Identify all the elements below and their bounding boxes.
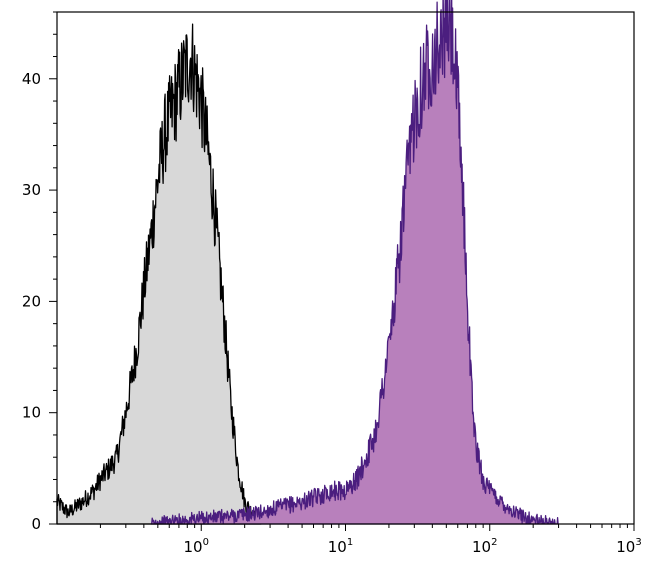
x-tick-label: 102 (472, 537, 497, 556)
y-axis: 0 10 20 30 40 (22, 11, 57, 533)
y-tick-label: 20 (22, 292, 41, 310)
y-tick-label: 40 (22, 70, 41, 88)
x-tick-label: 100 (184, 537, 209, 556)
y-tick-label: 30 (22, 181, 41, 199)
series-1-histogram (150, 0, 560, 525)
y-tick-label: 10 (22, 404, 41, 422)
x-tick-label: 103 (616, 537, 641, 556)
series-0-histogram (56, 23, 262, 525)
y-tick-label: 0 (31, 515, 41, 533)
x-axis: 100 101 102 103 (99, 524, 642, 556)
x-tick-label: 101 (328, 537, 353, 556)
